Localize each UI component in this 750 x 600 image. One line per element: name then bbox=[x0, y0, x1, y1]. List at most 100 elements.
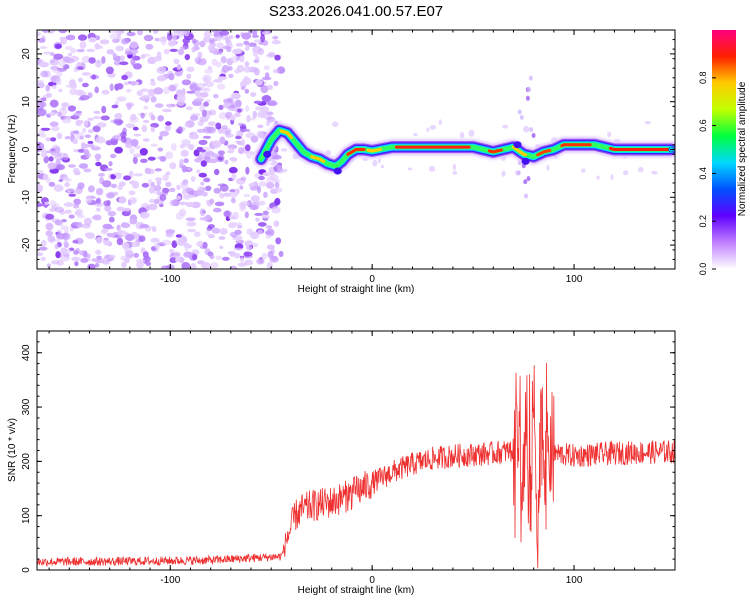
noise-blob bbox=[205, 151, 211, 157]
noise-blob bbox=[227, 216, 236, 220]
noise-blob bbox=[175, 257, 181, 263]
noise-blob bbox=[204, 87, 211, 93]
noise-blob bbox=[54, 206, 64, 213]
noise-blob bbox=[193, 189, 204, 197]
noise-blob bbox=[252, 30, 258, 38]
noise-blob bbox=[201, 109, 207, 118]
noise-blob bbox=[234, 188, 240, 195]
noise-blob bbox=[227, 105, 238, 111]
noise-blob bbox=[55, 78, 62, 86]
noise-blob bbox=[228, 166, 238, 174]
noise-blob bbox=[218, 104, 224, 110]
spectrogram-noise-layer bbox=[37, 30, 658, 269]
noise-blob bbox=[140, 112, 145, 119]
noise-blob bbox=[262, 31, 270, 35]
noise-blob bbox=[276, 168, 284, 174]
noise-blob bbox=[49, 121, 59, 127]
noise-blob bbox=[221, 125, 228, 130]
noise-blob bbox=[280, 148, 288, 152]
noise-blob bbox=[158, 66, 167, 72]
noise-blob bbox=[218, 112, 228, 120]
noise-blob bbox=[104, 204, 112, 212]
noise-blob bbox=[76, 61, 82, 67]
noise-blob bbox=[117, 228, 123, 237]
noise-blob bbox=[73, 203, 80, 209]
noise-blob bbox=[167, 103, 172, 109]
noise-blob bbox=[172, 251, 181, 260]
noise-blob bbox=[178, 256, 185, 264]
noise-blob bbox=[120, 136, 127, 143]
noise-blob bbox=[246, 245, 253, 251]
colorbar: 0.0 0.2 0.4 0.6 0.8 Normalized spectral ampl… bbox=[698, 30, 748, 275]
noise-blob bbox=[123, 81, 130, 86]
noise-blob bbox=[528, 75, 533, 81]
noise-blob bbox=[644, 121, 651, 125]
noise-blob bbox=[181, 139, 191, 147]
noise-blob bbox=[147, 178, 153, 187]
noise-blob bbox=[157, 115, 164, 122]
noise-blob bbox=[106, 49, 115, 55]
noise-blob bbox=[61, 118, 72, 124]
noise-blob bbox=[100, 258, 108, 262]
noise-blob bbox=[212, 140, 222, 149]
snr-panel: -100 0 100 0 100 200 300 400 Height of straight… bbox=[7, 330, 676, 596]
noise-blob bbox=[54, 243, 59, 250]
noise-blob bbox=[204, 69, 214, 74]
noise-blob bbox=[121, 74, 128, 81]
noise-blob bbox=[256, 185, 262, 194]
noise-blob bbox=[106, 232, 114, 237]
noise-blob bbox=[257, 47, 265, 56]
noise-blob bbox=[235, 48, 243, 54]
noise-blob bbox=[159, 156, 167, 162]
noise-blob bbox=[217, 183, 227, 187]
noise-blob bbox=[468, 129, 475, 137]
noise-blob bbox=[229, 252, 235, 257]
noise-blob bbox=[219, 192, 225, 199]
noise-blob bbox=[233, 247, 243, 251]
noise-blob bbox=[246, 114, 251, 123]
noise-blob bbox=[58, 179, 63, 183]
noise-blob bbox=[271, 40, 281, 45]
noise-blob bbox=[257, 229, 263, 235]
noise-blob bbox=[237, 108, 242, 113]
noise-blob bbox=[239, 201, 250, 207]
noise-blob bbox=[51, 84, 57, 90]
noise-blob bbox=[73, 112, 82, 117]
noise-blob bbox=[105, 66, 114, 75]
noise-blob bbox=[208, 234, 215, 239]
noise-blob bbox=[210, 262, 219, 269]
noise-blob bbox=[119, 61, 129, 66]
noise-blob bbox=[39, 101, 47, 108]
noise-blob bbox=[200, 160, 207, 167]
noise-blob bbox=[252, 242, 259, 248]
noise-blob bbox=[266, 53, 276, 58]
noise-blob bbox=[129, 41, 139, 49]
noise-blob bbox=[70, 83, 78, 89]
noise-blob bbox=[205, 214, 212, 220]
noise-blob bbox=[227, 35, 234, 40]
noise-blob bbox=[80, 258, 89, 263]
noise-blob bbox=[107, 30, 118, 34]
noise-blob bbox=[49, 148, 56, 152]
noise-blob bbox=[185, 106, 193, 111]
noise-blob bbox=[203, 101, 210, 107]
ridge-blob bbox=[333, 167, 342, 175]
noise-blob bbox=[250, 135, 259, 143]
noise-blob bbox=[94, 43, 100, 50]
noise-blob bbox=[256, 258, 265, 265]
noise-blob bbox=[501, 170, 506, 177]
noise-blob bbox=[234, 229, 242, 235]
noise-blob bbox=[219, 30, 230, 36]
noise-blob bbox=[104, 167, 113, 171]
noise-blob bbox=[179, 158, 184, 167]
noise-blob bbox=[87, 185, 95, 193]
noise-blob bbox=[261, 214, 270, 219]
noise-blob bbox=[133, 173, 144, 177]
noise-blob bbox=[181, 79, 192, 86]
noise-blob bbox=[161, 239, 172, 246]
noise-blob bbox=[187, 228, 197, 233]
noise-blob bbox=[175, 234, 182, 238]
noise-blob bbox=[68, 164, 76, 168]
noise-blob bbox=[76, 49, 84, 53]
